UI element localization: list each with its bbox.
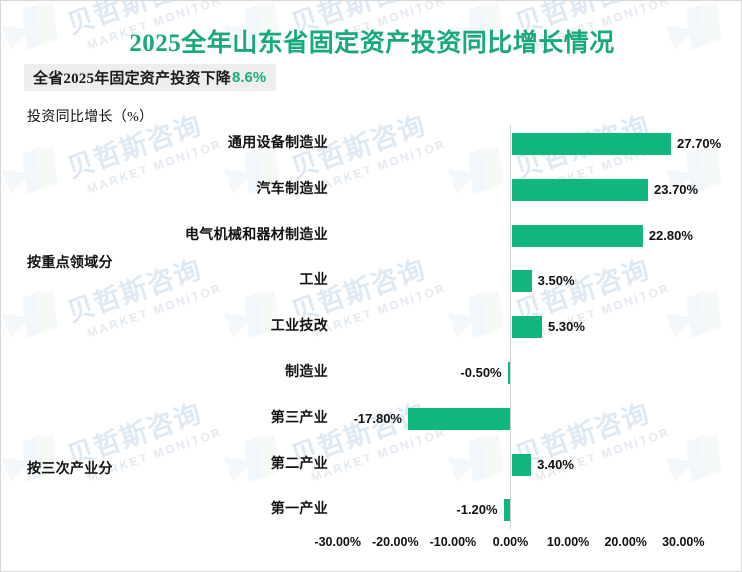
bar (511, 270, 532, 293)
x-axis-tick-label: -30.00% (314, 535, 361, 549)
bar (507, 362, 511, 384)
bar (511, 453, 532, 476)
bar-value-label: -17.80% (353, 410, 402, 426)
group-label: 按三次产业分 (27, 461, 113, 477)
bar (503, 499, 511, 522)
group-label: 按重点领域分 (27, 255, 113, 271)
category-label: 汽车制造业 (256, 181, 328, 197)
bar-value-label: 3.50% (537, 273, 575, 289)
category-label: 通用设备制造业 (227, 136, 328, 151)
bar (407, 407, 511, 430)
category-label: 制造业 (285, 365, 328, 380)
chart-title: 2025全年山东省固定资产投资同比增长情况 (129, 30, 615, 57)
category-label: 工业 (299, 273, 328, 289)
bar-value-label: -0.50% (460, 365, 502, 380)
x-axis-tick-label: 0.00% (492, 535, 529, 549)
category-label: 第二产业 (270, 456, 328, 472)
bar-value-label: 3.40% (537, 456, 574, 472)
subtitle-highlight-value: 8.6% (232, 69, 267, 86)
bar-value-label: 5.30% (548, 319, 585, 335)
subtitle-text: 全省2025年固定资产投资下降 (33, 71, 232, 87)
zero-axis-line (510, 125, 511, 529)
x-axis-tick-label: 20.00% (604, 535, 647, 549)
category-label: 第一产业 (270, 502, 328, 518)
bar-value-label: -1.20% (456, 502, 498, 518)
bar (511, 178, 648, 201)
bar-value-label: 27.70% (677, 136, 722, 151)
bar-value-label: 23.70% (654, 181, 699, 197)
category-label: 第三产业 (270, 410, 328, 426)
x-axis-tick-label: 10.00% (546, 535, 590, 549)
bar (511, 133, 672, 155)
x-axis-tick-label: -10.00% (429, 535, 477, 549)
category-label: 电气机械和器材制造业 (185, 227, 328, 243)
bar (511, 316, 543, 339)
axis-caption: 投资同比增长（%） (27, 110, 154, 125)
bar (511, 224, 643, 247)
x-axis-tick-label: 30.00% (662, 535, 705, 549)
bar-value-label: 22.80% (648, 227, 693, 243)
x-axis-tick-label: -20.00% (372, 535, 419, 549)
subtitle-banner: 全省2025年固定资产投资下降 8.6% (24, 64, 277, 91)
category-label: 工业技改 (270, 319, 328, 335)
